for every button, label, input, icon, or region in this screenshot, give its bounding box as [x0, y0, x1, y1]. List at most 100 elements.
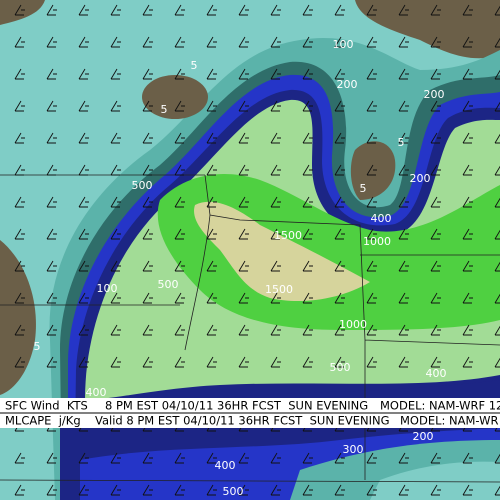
wind-barb [302, 452, 313, 464]
wind-barb [174, 68, 185, 80]
wind-barb [142, 324, 153, 336]
wind-barb [398, 164, 409, 176]
wind-barb [238, 4, 249, 16]
wind-barb [334, 260, 345, 272]
contour-label: 400 [215, 459, 236, 472]
wind-barb [174, 36, 185, 48]
wind-barb [270, 164, 281, 176]
wind-barb [462, 356, 473, 368]
wind-barb [206, 356, 217, 368]
wind-barb [462, 452, 473, 464]
wind-barb [430, 228, 441, 240]
wind-barb [46, 68, 57, 80]
wind-barb [398, 356, 409, 368]
wind-barb [14, 484, 25, 496]
wind-barb [430, 260, 441, 272]
wind-barb [78, 260, 89, 272]
wind-barb [462, 196, 473, 208]
wind-barb [398, 36, 409, 48]
wind-barb [110, 132, 121, 144]
wind-barb [366, 132, 377, 144]
wind-barb [302, 4, 313, 16]
wind-barb [334, 164, 345, 176]
wind-barb [302, 484, 313, 496]
wind-barb [46, 292, 57, 304]
wind-barb [238, 132, 249, 144]
contour-label: 100 [333, 38, 354, 51]
wind-barb [206, 36, 217, 48]
wind-barb [430, 196, 441, 208]
contour-label: 400 [86, 386, 107, 399]
wind-barb [110, 196, 121, 208]
wind-barb [334, 324, 345, 336]
wind-barb [270, 452, 281, 464]
caption-field: MLCAPE j/Kg [5, 414, 81, 428]
wind-barb [238, 36, 249, 48]
contour-label: 200 [413, 430, 434, 443]
wind-barb [14, 292, 25, 304]
wind-barb [238, 356, 249, 368]
wind-barb [46, 356, 57, 368]
wind-barb [78, 68, 89, 80]
wind-barb [78, 356, 89, 368]
wind-barb [142, 4, 153, 16]
wind-barb [14, 100, 25, 112]
wind-barb [110, 292, 121, 304]
wind-barb [270, 292, 281, 304]
contour-1000 [157, 174, 500, 330]
wind-barb [14, 324, 25, 336]
wind-barb [206, 452, 217, 464]
wind-barb [14, 132, 25, 144]
wind-barb [142, 292, 153, 304]
wind-barb [142, 132, 153, 144]
wind-barb [430, 164, 441, 176]
wind-barb [206, 68, 217, 80]
wind-barb [110, 452, 121, 464]
wind-barb [334, 292, 345, 304]
wind-barb [462, 68, 473, 80]
caption-time: Valid 8 PM EST 04/10/11 36HR FCST SUN EV… [95, 414, 390, 428]
wind-barbs [14, 4, 500, 496]
wind-barb [174, 260, 185, 272]
wind-barb [206, 100, 217, 112]
wind-barb [78, 484, 89, 496]
wind-barb [430, 68, 441, 80]
contour-label: 200 [410, 172, 431, 185]
contour-label: 1000 [363, 235, 391, 248]
caption-model: MODEL: NAM-WRF 12 [380, 399, 500, 413]
wind-barb [462, 132, 473, 144]
wind-barb [46, 452, 57, 464]
wind-barb [398, 228, 409, 240]
wind-barb [366, 292, 377, 304]
wind-barb [366, 356, 377, 368]
wind-barb [78, 324, 89, 336]
contour-label: 100 [97, 282, 118, 295]
contour-label: 5 [191, 59, 198, 72]
wind-barb [78, 4, 89, 16]
wind-barb [366, 36, 377, 48]
wind-barb [302, 228, 313, 240]
wind-barb [334, 452, 345, 464]
wind-barb [110, 228, 121, 240]
wind-barb [206, 484, 217, 496]
wind-barb [238, 484, 249, 496]
wind-barb [462, 100, 473, 112]
wind-barb [398, 452, 409, 464]
wind-barb [174, 132, 185, 144]
state-border [0, 174, 500, 483]
wind-barb [238, 260, 249, 272]
wind-barb [398, 4, 409, 16]
wind-barb [142, 452, 153, 464]
wind-barb [238, 452, 249, 464]
land-patch [0, 240, 36, 395]
wind-barb [110, 36, 121, 48]
wind-barb [174, 228, 185, 240]
wind-barb [142, 356, 153, 368]
wind-barb [14, 356, 25, 368]
wind-barb [366, 452, 377, 464]
wind-barb [14, 260, 25, 272]
wind-barb [334, 36, 345, 48]
contour-label: 1500 [274, 229, 302, 242]
wind-barb [430, 324, 441, 336]
